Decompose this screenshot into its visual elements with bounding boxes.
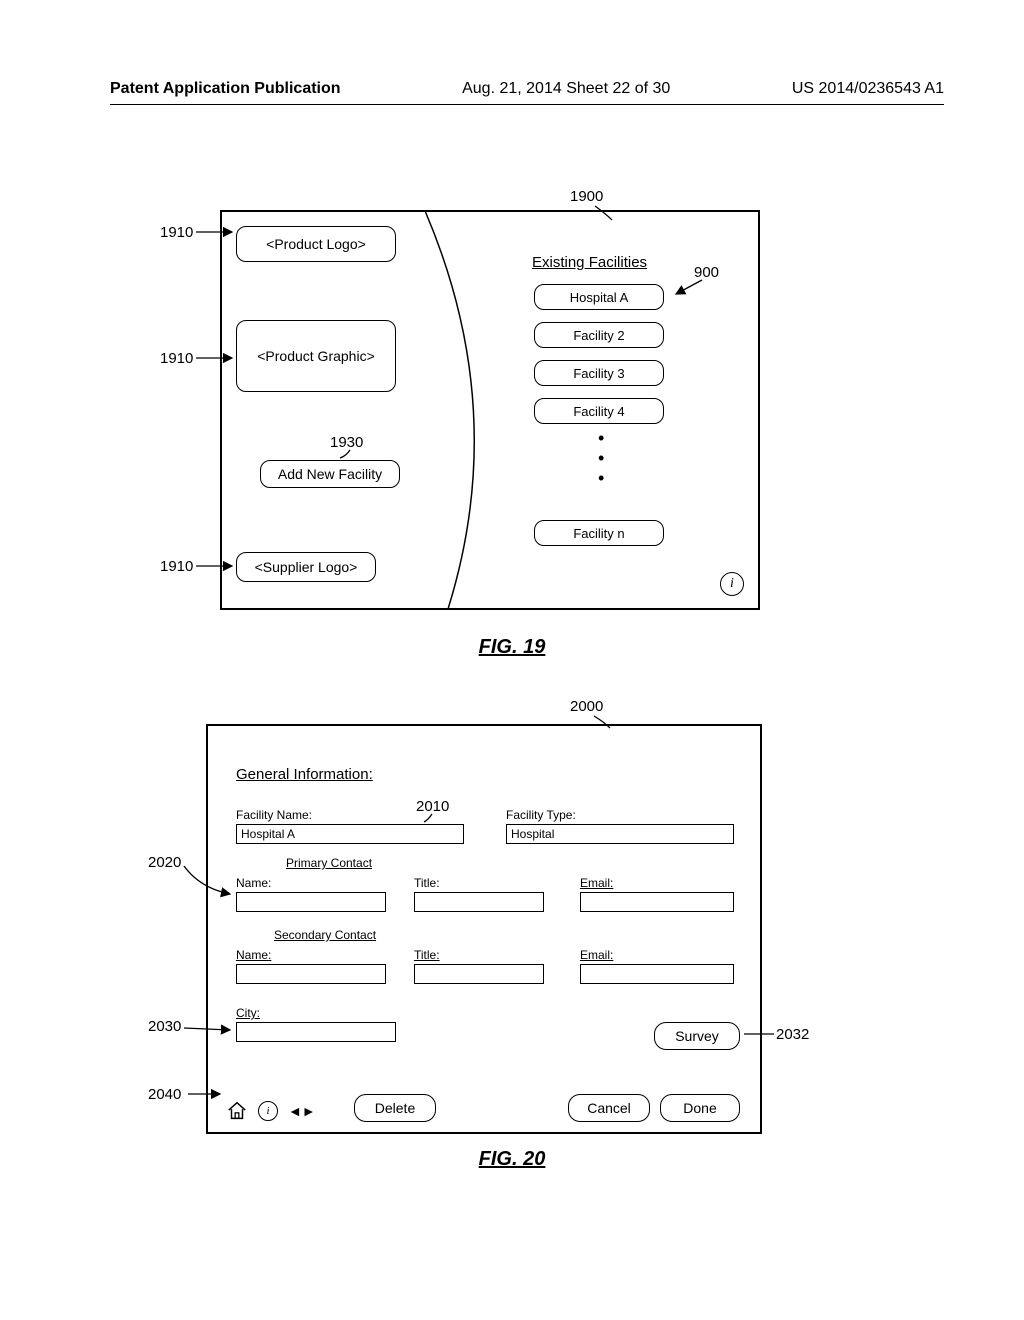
primary-email-input[interactable] [580, 892, 734, 912]
ref-2000: 2000 [570, 698, 603, 715]
fig19-divider-arc [222, 212, 758, 608]
existing-facilities-heading: Existing Facilities [532, 254, 647, 271]
survey-button[interactable]: Survey [654, 1022, 740, 1050]
facility-type-input[interactable]: Hospital [506, 824, 734, 844]
fig19-caption: FIG. 19 [0, 636, 1024, 659]
primary-title-label: Title: [414, 876, 440, 890]
primary-title-input[interactable] [414, 892, 544, 912]
facility-name-input[interactable]: Hospital A [236, 824, 464, 844]
add-new-facility-button[interactable]: Add New Facility [260, 460, 400, 488]
facility-item[interactable]: Facility n [534, 520, 664, 546]
ref-2040: 2040 [148, 1086, 181, 1103]
header-publication: Patent Application Publication [110, 80, 341, 98]
primary-name-input[interactable] [236, 892, 386, 912]
ref-2010: 2010 [416, 798, 449, 815]
ref-1930: 1930 [330, 434, 363, 451]
facility-name-label: Facility Name: [236, 808, 312, 822]
facility-item[interactable]: Facility 3 [534, 360, 664, 386]
facility-item[interactable]: Facility 4 [534, 398, 664, 424]
ref-2032: 2032 [776, 1026, 809, 1043]
header-date-sheet: Aug. 21, 2014 Sheet 22 of 30 [462, 80, 670, 98]
header-pub-number: US 2014/0236543 A1 [792, 80, 944, 98]
primary-email-label: Email: [580, 876, 613, 890]
secondary-contact-heading: Secondary Contact [274, 928, 376, 942]
done-button[interactable]: Done [660, 1094, 740, 1122]
info-icon[interactable]: i [258, 1101, 278, 1121]
ref-2020: 2020 [148, 854, 181, 871]
secondary-email-input[interactable] [580, 964, 734, 984]
ref-2030: 2030 [148, 1018, 181, 1035]
ref-1900: 1900 [570, 188, 603, 205]
header-rule [110, 104, 944, 105]
city-input[interactable] [236, 1022, 396, 1042]
product-logo-placeholder: <Product Logo> [236, 226, 396, 262]
facility-item[interactable]: Hospital A [534, 284, 664, 310]
ref-900: 900 [694, 264, 719, 281]
facility-item[interactable]: Facility 2 [534, 322, 664, 348]
fig19-screen-frame: <Product Logo> <Product Graphic> Add New… [220, 210, 760, 610]
ref-1910: 1910 [160, 558, 193, 575]
page-header: Patent Application Publication Aug. 21, … [110, 80, 944, 98]
fig20-caption: FIG. 20 [0, 1148, 1024, 1171]
cancel-button[interactable]: Cancel [568, 1094, 650, 1122]
patent-page: Patent Application Publication Aug. 21, … [0, 0, 1024, 1320]
general-information-heading: General Information: [236, 766, 373, 783]
city-label: City: [236, 1006, 260, 1020]
fig20-screen-frame: General Information: Facility Name: Hosp… [206, 724, 762, 1134]
secondary-title-input[interactable] [414, 964, 544, 984]
delete-button[interactable]: Delete [354, 1094, 436, 1122]
secondary-email-label: Email: [580, 948, 613, 962]
ref-1910: 1910 [160, 350, 193, 367]
primary-contact-heading: Primary Contact [286, 856, 372, 870]
home-icon[interactable] [226, 1100, 248, 1122]
primary-name-label: Name: [236, 876, 271, 890]
facility-type-label: Facility Type: [506, 808, 576, 822]
facility-list-ellipsis: ••• [598, 428, 604, 488]
secondary-name-input[interactable] [236, 964, 386, 984]
secondary-title-label: Title: [414, 948, 440, 962]
supplier-logo-placeholder: <Supplier Logo> [236, 552, 376, 582]
nav-arrows-icon[interactable]: ◄ ► [288, 1103, 314, 1119]
info-icon[interactable]: i [720, 572, 744, 596]
secondary-name-label: Name: [236, 948, 271, 962]
product-graphic-placeholder: <Product Graphic> [236, 320, 396, 392]
ref-1910: 1910 [160, 224, 193, 241]
fig20-icon-row: i ◄ ► [226, 1100, 314, 1122]
